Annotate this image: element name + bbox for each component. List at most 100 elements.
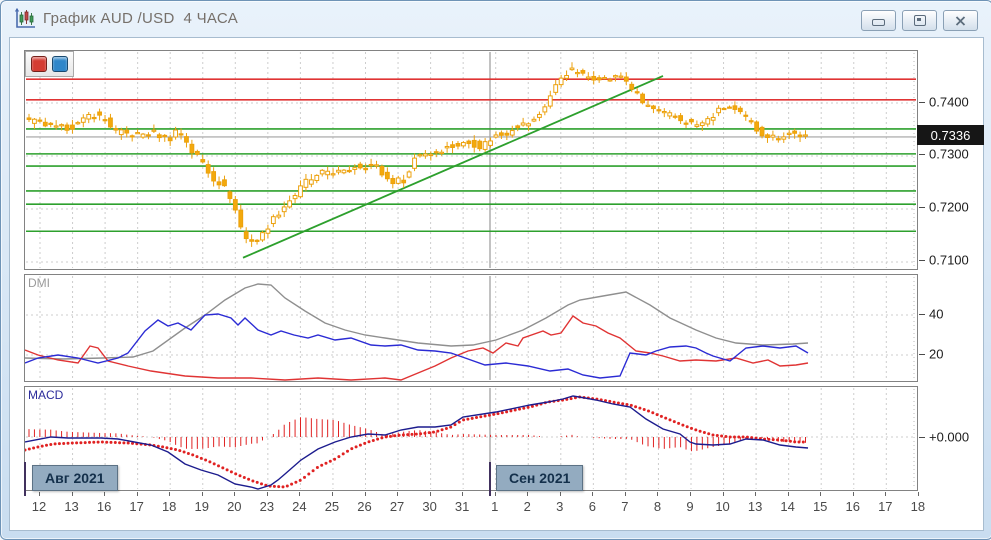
time-axis-tick [462,492,464,496]
minimize-button[interactable] [861,10,896,31]
time-axis-label: 9 [686,499,694,514]
window-title: График AUD /USD 4 ЧАСА [43,10,239,27]
time-axis-tick [201,492,203,496]
price-axis-label-tick [919,207,925,208]
time-axis-tick [559,492,561,496]
chart-icon [14,8,35,28]
dmi-axis-label: 40 [929,306,944,322]
chart-client-area: DMI MACD 0.7336 0.7400 0.7300 0.7200 0.7100… [9,37,984,531]
dmi-axis-label-tick [919,314,925,315]
time-axis-label: 18 [161,499,177,514]
trend-line[interactable] [242,75,664,259]
time-axis-label: 13 [64,499,79,514]
month-separator [489,462,491,496]
time-axis-tick [39,492,40,496]
restore-button[interactable] [902,10,937,31]
price-axis-label-tick [919,260,925,261]
signal-line [25,395,805,489]
close-icon [955,15,966,26]
dmi-pane: DMI [24,274,918,382]
time-axis-tick [331,492,333,496]
dmi-label: DMI [28,276,50,290]
time-axis-tick [885,492,887,496]
time-axis-tick [429,492,431,496]
time-axis-tick [71,492,73,496]
price-axis-label: 0.7200 [929,199,969,215]
dmi-chart[interactable] [25,275,917,381]
current-price-badge: 0.7336 [917,125,984,145]
time-axis-label: 15 [812,499,828,514]
time-axis-tick [494,492,496,496]
time-axis-label: 18 [910,499,926,514]
time-axis-label: 19 [194,499,209,514]
time-axis-tick [527,492,529,496]
time-axis-label: 16 [96,499,112,514]
price-axis-label: 0.7400 [929,94,969,110]
time-axis-tick [755,492,757,496]
time-axis-label: 8 [653,499,662,514]
price-axis-label-tick [919,154,925,155]
time-axis-label: 24 [292,499,307,514]
time-axis-label: 1 [491,499,499,514]
time-axis-label: 25 [324,499,340,514]
price-axis-label: 0.7300 [929,146,969,162]
time-axis-tick [787,492,789,496]
time-axis-tick [722,492,724,496]
time-axis-tick [364,492,366,496]
month-label: Сен 2021 [496,465,584,491]
time-axis-tick [820,492,822,496]
time-axis-label: 7 [621,499,629,514]
macd-pane: MACD [24,386,918,491]
time-axis-tick [169,492,171,496]
toolbar-red-button[interactable] [31,56,47,72]
dmi-axis-label-tick [919,354,925,355]
window-controls [861,10,978,31]
time-axis-tick [104,492,106,496]
macd-label: MACD [28,388,64,402]
time-axis-label: 17 [878,499,893,514]
time-axis-label: 17 [129,499,144,514]
dmi-axis-label: 20 [929,346,944,362]
time-axis-tick [852,492,854,496]
time-axis-label: 10 [715,499,730,514]
time-axis-tick [624,492,626,496]
adx-line [25,283,809,360]
grid [26,276,916,380]
time-axis-label: 13 [747,499,763,514]
price-pane [24,50,918,270]
time-axis-tick [234,492,236,496]
close-button[interactable] [943,10,978,31]
time-axis-tick [657,492,659,496]
time-axis-label: 6 [588,499,596,514]
level-lines [26,78,916,233]
chart-toolbar [25,51,74,77]
time-axis-tick [917,492,919,496]
candlestick-chart[interactable] [25,51,917,269]
title-bar[interactable]: График AUD /USD 4 ЧАСА [1,1,991,37]
time-axis-label: 2 [523,499,531,514]
time-axis-tick [266,492,268,496]
time-axis-tick [397,492,399,496]
macd-chart[interactable] [25,387,917,490]
candles [26,62,808,247]
macd-line [25,395,809,490]
minus-di-line [25,315,809,381]
month-label: Авг 2021 [32,465,118,491]
time-axis-label: 14 [780,499,795,514]
price-axis-label: 0.7100 [929,252,969,268]
macd-axis-label-tick [919,437,925,438]
time-axis-label: 23 [259,499,275,514]
time-axis-label: 31 [454,499,470,514]
month-separator [24,462,26,496]
time-axis-label: 16 [845,499,860,514]
time-axis-label: 30 [422,499,437,514]
time-axis-tick [136,492,138,496]
macd-axis-label: +0.000 [929,429,970,445]
restore-icon [913,15,926,26]
plus-di-line [25,313,809,379]
time-axis-label: 26 [357,499,372,514]
minimize-icon [872,19,885,26]
toolbar-blue-button[interactable] [52,56,68,72]
time-axis-label: 3 [556,499,564,514]
